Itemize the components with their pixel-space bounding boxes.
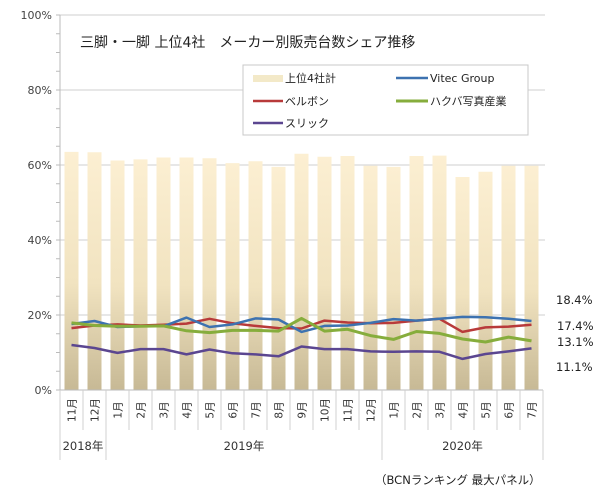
x-tick-label: 7月 [527, 401, 539, 418]
legend-box [242, 64, 529, 136]
legend-label: スリック [285, 117, 329, 130]
bar [110, 160, 125, 390]
y-tick-label: 100% [21, 9, 52, 22]
bar [271, 166, 286, 390]
x-tick-label: 12月 [90, 398, 102, 422]
x-axis: 11月 12月 1月 2月 3月 4月 5月 6月 7月 8月 9月 10月 11月 12月 1月 2月 3月 4… [59, 389, 544, 460]
bar [409, 156, 424, 390]
y-tick-label: 60% [28, 159, 52, 172]
bar [64, 151, 79, 390]
bar [317, 156, 332, 390]
bar [133, 159, 148, 390]
x-tick-label: 9月 [297, 401, 309, 418]
bar [524, 165, 539, 390]
x-tick-label: 2月 [136, 401, 148, 418]
line-ハクバ写真産業 [71, 316, 532, 344]
year-label: 2020年 [442, 439, 483, 453]
bar [340, 156, 355, 390]
x-tick-label: 5月 [205, 401, 217, 418]
legend-swatch [253, 75, 283, 82]
bar [156, 157, 171, 390]
bar [501, 165, 516, 390]
y-axis: 0% 20% 40% 60% 80% 100% [21, 9, 61, 397]
bar [87, 152, 102, 390]
line-series [71, 315, 532, 361]
x-tick-label: 11月 [343, 398, 355, 422]
x-tick-label: 7月 [251, 401, 263, 418]
bar [386, 166, 401, 390]
end-label-velbon: 17.4% [557, 319, 594, 333]
bar [432, 155, 447, 390]
bars-top4-total [64, 151, 539, 390]
legend-item-slik: スリック [253, 117, 329, 130]
x-tick-label: 5月 [481, 401, 493, 418]
x-tick-label: 2月 [412, 401, 424, 418]
line-スリック [71, 343, 532, 361]
legend-label: ハクバ写真産業 [430, 94, 506, 108]
x-tick-label: 3月 [159, 401, 171, 418]
x-tick-label: 1月 [389, 401, 401, 418]
bar [225, 163, 240, 390]
y-tick-label: 0% [35, 384, 52, 397]
legend-item-hakuba: ハクバ写真産業 [396, 94, 506, 108]
x-tick-label: 8月 [274, 401, 286, 418]
x-tick-label: 1月 [113, 401, 125, 418]
source-note: （BCNランキング 最大パネル） [375, 473, 541, 487]
bar [363, 165, 378, 390]
end-label-slik: 11.1% [556, 360, 593, 374]
chart-title: 三脚・一脚 上位4社 メーカー別販売台数シェア推移 [80, 35, 415, 51]
year-label: 2018年 [63, 439, 104, 453]
legend-item-top4-total: 上位4社計 [253, 71, 336, 85]
x-tick-label: 3月 [435, 401, 447, 418]
bar [248, 161, 263, 390]
x-tick-label: 6月 [228, 401, 240, 418]
end-labels: 18.4% 17.4% 13.1% 11.1% [556, 293, 594, 374]
legend-item-vitec: Vitec Group [396, 72, 494, 85]
y-tick-label: 20% [28, 309, 52, 322]
y-tick-label: 40% [28, 234, 52, 247]
legend: 上位4社計 Vitec Group ベルボン ハクバ写真産業 スリック [242, 64, 529, 136]
bar [202, 158, 217, 390]
x-tick-label: 4月 [182, 401, 194, 418]
x-tick-label: 4月 [458, 401, 470, 418]
bar [294, 153, 309, 390]
x-tick-label: 10月 [320, 398, 332, 422]
x-tick-label: 11月 [67, 398, 79, 422]
legend-label: ベルボン [285, 95, 329, 108]
legend-label: Vitec Group [430, 72, 494, 85]
end-label-vitec: 18.4% [556, 293, 593, 307]
x-tick-label: 6月 [504, 401, 516, 418]
legend-label: 上位4社計 [285, 71, 336, 85]
bar [478, 171, 493, 390]
x-tick-label: 12月 [366, 398, 378, 422]
year-label: 2019年 [224, 439, 265, 453]
y-tick-label: 80% [28, 84, 52, 97]
end-label-hakuba: 13.1% [557, 335, 594, 349]
legend-item-velbon: ベルボン [253, 95, 329, 108]
